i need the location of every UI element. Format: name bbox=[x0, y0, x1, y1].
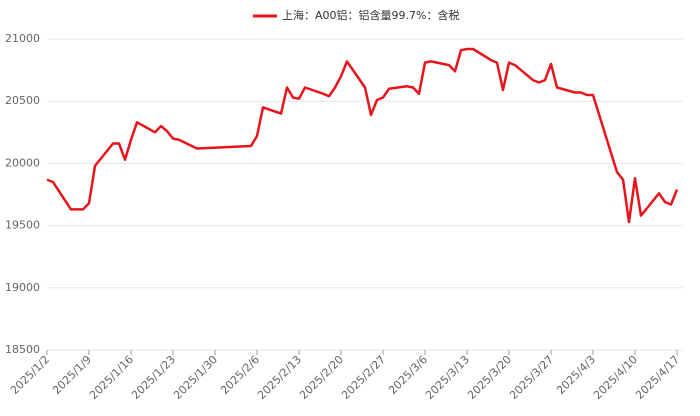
x-tick-label: 2025/3/6 bbox=[386, 353, 430, 397]
x-tick-label: 2025/3/20 bbox=[465, 353, 514, 402]
x-tick-label: 2025/1/23 bbox=[129, 353, 178, 402]
x-tick-label: 2025/3/13 bbox=[423, 353, 472, 402]
y-tick-label: 19500 bbox=[5, 219, 40, 232]
y-tick-label: 20500 bbox=[5, 94, 40, 107]
y-tick-label: 20000 bbox=[5, 156, 40, 169]
legend-label: 上海：A00铝：铝含量99.7%：含税 bbox=[282, 8, 459, 22]
x-tick-label: 2025/2/13 bbox=[255, 353, 304, 402]
x-tick-label: 2025/1/30 bbox=[171, 353, 220, 402]
x-tick-label: 2025/4/10 bbox=[591, 353, 640, 402]
x-tick-label: 2025/1/9 bbox=[50, 353, 94, 397]
y-tick-label: 19000 bbox=[5, 281, 40, 294]
x-tick-label: 2025/2/27 bbox=[339, 353, 388, 402]
y-tick-label: 21000 bbox=[5, 32, 40, 45]
data-line bbox=[46, 47, 679, 224]
y-tick-label: 18500 bbox=[5, 343, 40, 356]
x-tick-label: 2025/1/2 bbox=[8, 353, 52, 397]
x-tick-label: 2025/4/3 bbox=[554, 353, 598, 397]
x-tick-label: 2025/2/20 bbox=[297, 353, 346, 402]
x-tick-label: 2025/2/6 bbox=[218, 353, 262, 397]
x-tick-label: 2025/3/27 bbox=[507, 353, 556, 402]
x-tick-label: 2025/4/17 bbox=[633, 353, 682, 402]
x-tick-label: 2025/1/16 bbox=[87, 353, 136, 402]
